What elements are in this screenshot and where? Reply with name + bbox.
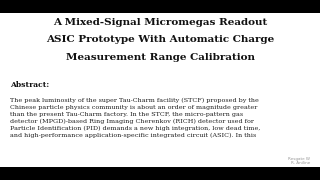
Text: Measurement Range Calibration: Measurement Range Calibration xyxy=(66,53,254,62)
Bar xyxy=(0,13,320,167)
Text: ASIC Prototype With Automatic Charge: ASIC Prototype With Automatic Charge xyxy=(46,35,274,44)
Text: A Mixed-Signal Micromegas Readout: A Mixed-Signal Micromegas Readout xyxy=(53,18,267,27)
Text: The peak luminosity of the super Tau-Charm facility (STCF) proposed by the
Chine: The peak luminosity of the super Tau-Cha… xyxy=(10,98,260,138)
Text: Resgate W: Resgate W xyxy=(288,157,310,161)
Text: Abstract:: Abstract: xyxy=(10,81,49,89)
Text: R. Aniline: R. Aniline xyxy=(291,161,310,165)
